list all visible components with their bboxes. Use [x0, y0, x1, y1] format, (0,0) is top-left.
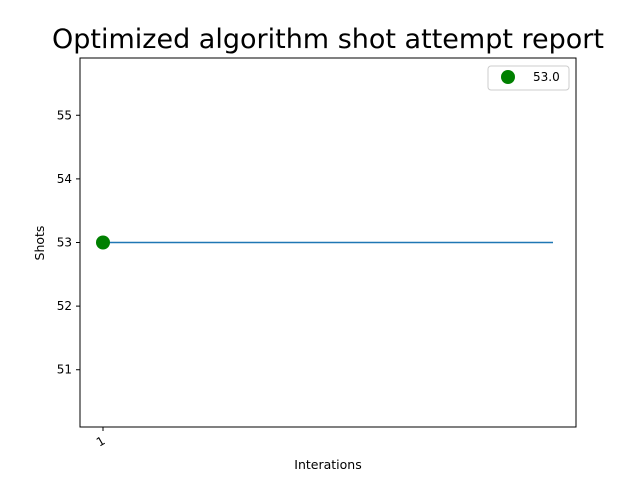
y-axis-ticks: 51 52 53 54 55	[57, 108, 80, 377]
y-tick-label: 55	[57, 108, 72, 122]
highlight-point	[96, 235, 110, 250]
y-tick-label: 52	[57, 299, 72, 313]
y-axis-label: Shots	[32, 226, 47, 261]
x-axis-ticks: 1	[94, 427, 108, 449]
y-tick-label: 54	[57, 172, 72, 186]
chart-title: Optimized algorithm shot attempt report	[52, 24, 604, 55]
legend-label: 53.0	[533, 70, 560, 84]
legend-marker	[501, 70, 515, 84]
x-axis-label: Interations	[294, 457, 361, 472]
y-tick-label: 53	[57, 236, 72, 250]
x-tick-label: 1	[94, 433, 108, 449]
legend: 53.0	[487, 65, 570, 91]
y-tick-label: 51	[57, 363, 72, 377]
